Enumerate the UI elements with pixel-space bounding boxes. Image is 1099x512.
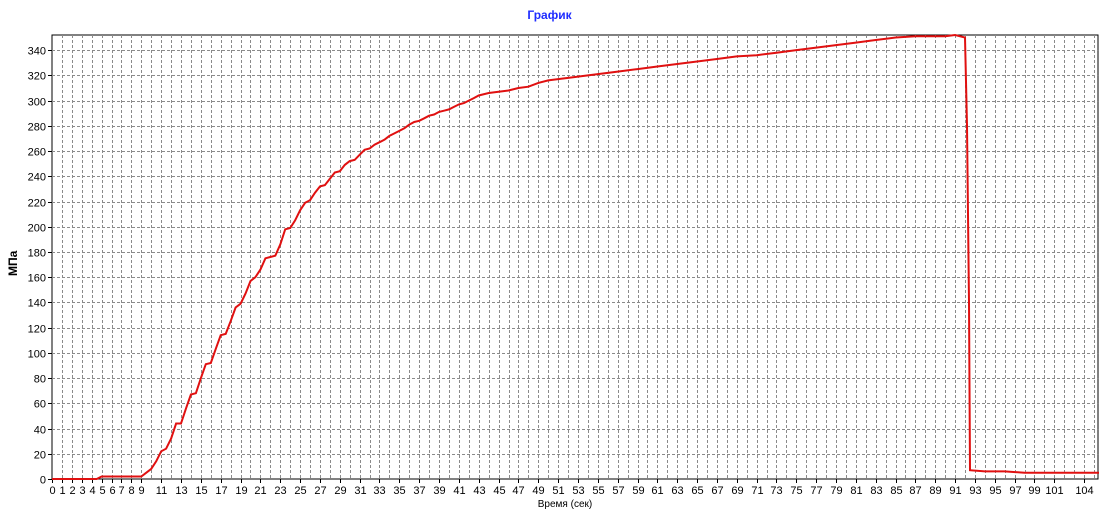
x-tick-label: 77 xyxy=(810,485,822,497)
x-tick-label: 2 xyxy=(69,485,75,497)
x-tick-label: 19 xyxy=(235,485,247,497)
x-tick-label: 47 xyxy=(512,485,524,497)
x-tick-label: 73 xyxy=(770,485,782,497)
y-tick-label: 140 xyxy=(28,298,46,310)
x-tick-label: 9 xyxy=(138,485,144,497)
x-tick-label: 61 xyxy=(651,485,663,497)
x-tick-label: 49 xyxy=(532,485,544,497)
x-tick-label: 69 xyxy=(731,485,743,497)
x-tick-label: 83 xyxy=(870,485,882,497)
y-tick-label: 340 xyxy=(28,46,46,58)
x-tick-label: 75 xyxy=(790,485,802,497)
y-tick-label: 200 xyxy=(28,223,46,235)
x-tick-label: 17 xyxy=(215,485,227,497)
x-tick-label: 67 xyxy=(711,485,723,497)
x-tick-label: 43 xyxy=(473,485,485,497)
x-tick-label: 8 xyxy=(128,485,134,497)
x-tick-label: 41 xyxy=(453,485,465,497)
y-tick-label: 180 xyxy=(28,248,46,260)
y-tick-label: 280 xyxy=(28,122,46,134)
y-tick-label: 260 xyxy=(28,147,46,159)
x-tick-label: 35 xyxy=(393,485,405,497)
x-tick-label: 99 xyxy=(1028,485,1040,497)
y-tick-label: 40 xyxy=(34,425,46,437)
y-tick-label: 120 xyxy=(28,324,46,336)
grid xyxy=(52,35,1099,479)
x-tick-label: 33 xyxy=(373,485,385,497)
x-tick-label: 93 xyxy=(969,485,981,497)
x-tick-label: 25 xyxy=(294,485,306,497)
plot-frame xyxy=(51,34,1099,480)
y-tick-label: 240 xyxy=(28,172,46,184)
x-tick-label: 37 xyxy=(413,485,425,497)
x-tick-label: 31 xyxy=(354,485,366,497)
x-tick-label: 81 xyxy=(850,485,862,497)
y-tick-label: 100 xyxy=(28,349,46,361)
y-tick-label: 300 xyxy=(28,97,46,109)
x-tick-label: 85 xyxy=(890,485,902,497)
x-tick-label: 57 xyxy=(612,485,624,497)
x-tick-label: 27 xyxy=(314,485,326,497)
x-tick-label: 55 xyxy=(592,485,604,497)
x-tick-label: 1 xyxy=(59,485,65,497)
x-axis-label: Время (сек) xyxy=(537,499,593,510)
x-tick-label: 23 xyxy=(274,485,286,497)
x-tick-label: 0 xyxy=(49,485,55,497)
x-tick-label: 91 xyxy=(949,485,961,497)
x-tick-label: 104 xyxy=(1075,485,1093,497)
y-tick-label: 160 xyxy=(28,273,46,285)
y-tick-label: 80 xyxy=(34,374,46,386)
y-tick-label: 0 xyxy=(40,475,46,487)
x-tick-label: 89 xyxy=(929,485,941,497)
series-line xyxy=(52,33,1099,480)
x-tick-label: 87 xyxy=(909,485,921,497)
x-tick-label: 97 xyxy=(1009,485,1021,497)
chart-title: График xyxy=(527,8,572,22)
x-tick-label: 51 xyxy=(552,485,564,497)
x-tick-label: 39 xyxy=(433,485,445,497)
x-tick-label: 11 xyxy=(156,485,167,497)
x-tick-label: 101 xyxy=(1045,485,1063,497)
x-tick-label: 21 xyxy=(254,485,266,497)
x-tick-label: 3 xyxy=(79,485,85,497)
x-tick-label: 7 xyxy=(118,485,124,497)
x-tick-label: 6 xyxy=(109,485,115,497)
x-tick-label: 95 xyxy=(989,485,1001,497)
x-tick-label: 45 xyxy=(493,485,505,497)
x-tick-label: 79 xyxy=(830,485,842,497)
x-tick-label: 5 xyxy=(99,485,105,497)
x-tick-label: 59 xyxy=(632,485,644,497)
x-tick-label: 65 xyxy=(691,485,703,497)
x-tick-label: 53 xyxy=(572,485,584,497)
x-tick-label: 15 xyxy=(195,485,207,497)
x-tick-label: 63 xyxy=(671,485,683,497)
x-tick-label: 71 xyxy=(751,485,763,497)
y-tick-label: 320 xyxy=(28,71,46,83)
y-tick-label: 20 xyxy=(34,450,46,462)
x-tick-label: 29 xyxy=(334,485,346,497)
y-tick-label: 60 xyxy=(34,399,46,411)
y-tick-label: 220 xyxy=(28,198,46,210)
x-tick-label: 4 xyxy=(89,485,95,497)
x-tick-label: 13 xyxy=(175,485,187,497)
